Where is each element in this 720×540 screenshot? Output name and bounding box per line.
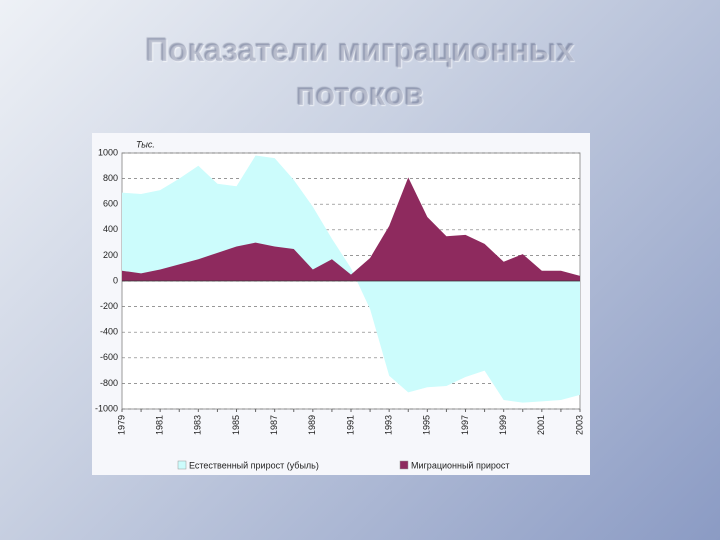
x-tick-label: 1995 — [422, 415, 432, 435]
x-tick-label: 1981 — [155, 415, 165, 435]
y-tick-label: -400 — [100, 327, 118, 337]
x-tick-label: 1993 — [384, 415, 394, 435]
x-tick-label: 1999 — [498, 415, 508, 435]
y-tick-label: 800 — [103, 173, 118, 183]
y-tick-label: 400 — [103, 224, 118, 234]
x-tick-label: 2001 — [536, 415, 546, 435]
y-tick-label: 0 — [113, 275, 118, 285]
x-tick-label: 2003 — [574, 415, 584, 435]
y-tick-label: -200 — [100, 301, 118, 311]
area — [122, 177, 580, 281]
x-tick-label: 1979 — [116, 415, 126, 435]
slide-title: Показатели миграционных потоков — [145, 32, 575, 112]
legend-swatch — [177, 460, 187, 470]
y-tick-label: -800 — [100, 378, 118, 388]
legend-swatch — [399, 460, 409, 470]
y-tick-label: 200 — [103, 250, 118, 260]
x-tick-label: 1989 — [307, 415, 317, 435]
x-tick-label: 1997 — [460, 415, 470, 435]
x-tick-label: 1987 — [269, 415, 279, 435]
y-tick-label: -1000 — [95, 403, 118, 413]
y-tick-label: 600 — [103, 199, 118, 209]
y-tick-label: 1000 — [98, 147, 118, 157]
y-tick-label: -600 — [100, 352, 118, 362]
legend-label: Естественный прирост (убыль) — [189, 460, 319, 470]
x-tick-label: 1985 — [231, 415, 241, 435]
x-tick-label: 1991 — [345, 415, 355, 435]
x-tick-label: 1983 — [193, 415, 203, 435]
legend-label: Миграционный прирост — [411, 460, 509, 470]
unit-label: Тыс. — [136, 139, 155, 149]
